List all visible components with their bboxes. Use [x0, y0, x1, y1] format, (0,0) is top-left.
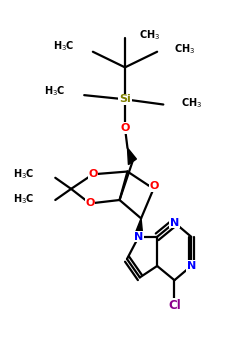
Polygon shape	[134, 218, 143, 238]
Text: CH$_3$: CH$_3$	[180, 96, 202, 110]
Text: H$_3$C: H$_3$C	[44, 84, 65, 98]
Text: CH$_3$: CH$_3$	[174, 42, 196, 56]
Text: O: O	[120, 123, 130, 133]
Text: O: O	[88, 169, 98, 179]
Polygon shape	[128, 148, 136, 164]
Text: H$_3$C: H$_3$C	[12, 193, 34, 206]
Text: H$_3$C: H$_3$C	[12, 167, 34, 181]
Text: Cl: Cl	[168, 299, 181, 312]
Text: Si: Si	[119, 94, 131, 104]
Text: N: N	[170, 218, 179, 228]
Text: O: O	[150, 181, 159, 191]
Text: N: N	[134, 232, 143, 242]
Text: O: O	[85, 198, 94, 209]
Text: H$_3$C: H$_3$C	[53, 40, 74, 54]
Text: N: N	[187, 261, 196, 271]
Text: CH$_3$: CH$_3$	[138, 28, 160, 42]
